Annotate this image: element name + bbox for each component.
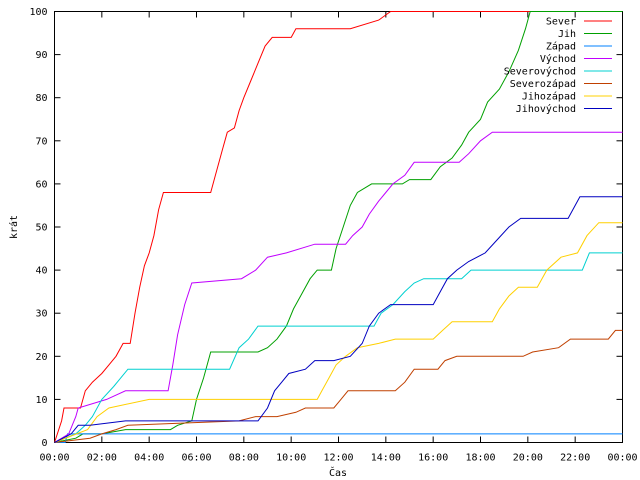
x-tick-label: 00:00 bbox=[39, 453, 69, 464]
y-axis-title: krát bbox=[8, 215, 20, 239]
y-tick-label: 90 bbox=[35, 50, 47, 61]
y-tick-label: 20 bbox=[35, 352, 47, 363]
x-tick-label: 06:00 bbox=[181, 453, 211, 464]
x-tick-label: 18:00 bbox=[465, 453, 495, 464]
series-line-severovychod bbox=[54, 252, 623, 443]
x-tick-label: 14:00 bbox=[371, 453, 401, 464]
legend: SeverJihZápadVýchodSeverovýchodSeverozáp… bbox=[504, 17, 612, 115]
x-tick-label: 08:00 bbox=[229, 453, 259, 464]
legend-label-vychod: Východ bbox=[540, 53, 576, 65]
x-tick-label: 12:00 bbox=[323, 453, 353, 464]
series-line-jihozapad bbox=[54, 222, 623, 443]
legend-label-zapad: Západ bbox=[546, 41, 576, 53]
y-tick-label: 50 bbox=[35, 223, 47, 234]
x-tick-label: 20:00 bbox=[513, 453, 543, 464]
y-tick-label: 100 bbox=[29, 7, 47, 18]
y-tick-label: 30 bbox=[35, 309, 47, 320]
series-line-sever bbox=[54, 11, 623, 443]
x-tick-label: 00:00 bbox=[607, 453, 637, 464]
y-axis-ticks: 0 10 20 30 40 50 60 70 80 90 100 bbox=[29, 7, 623, 449]
y-tick-label: 70 bbox=[35, 136, 47, 147]
y-tick-label: 0 bbox=[41, 438, 47, 449]
x-tick-label: 16:00 bbox=[418, 453, 448, 464]
x-tick-label: 02:00 bbox=[87, 453, 117, 464]
legend-label-severovychod: Severovýchod bbox=[504, 66, 576, 78]
y-tick-label: 80 bbox=[35, 93, 47, 104]
series-line-vychod bbox=[54, 131, 623, 443]
legend-label-jihovychod: Jihovýchod bbox=[516, 103, 576, 115]
series-line-jihovychod bbox=[54, 196, 623, 443]
series-line-zapad bbox=[54, 433, 623, 443]
x-tick-label: 10:00 bbox=[276, 453, 306, 464]
series-line-severozapad bbox=[54, 329, 623, 443]
series-lines bbox=[54, 11, 623, 443]
x-tick-label: 04:00 bbox=[134, 453, 164, 464]
legend-label-jih: Jih bbox=[558, 29, 576, 40]
y-tick-label: 10 bbox=[35, 395, 47, 406]
x-axis-title: Čas bbox=[329, 466, 347, 479]
legend-label-severozapad: Severozápad bbox=[510, 78, 576, 90]
y-tick-label: 40 bbox=[35, 266, 47, 277]
x-axis-ticks: 00:00 02:00 04:00 06:00 08:00 10:00 12:00 14:00… bbox=[39, 11, 638, 464]
legend-label-jihozapad: Jihozápad bbox=[522, 91, 576, 103]
x-tick-label: 22:00 bbox=[560, 453, 590, 464]
legend-label-sever: Sever bbox=[546, 17, 576, 28]
y-tick-label: 60 bbox=[35, 179, 47, 190]
